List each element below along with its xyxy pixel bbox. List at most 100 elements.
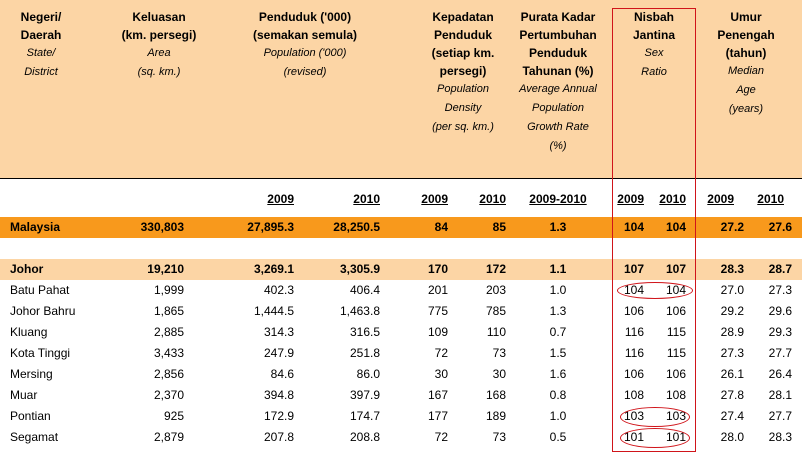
cell-age2010: 27.7 — [768, 346, 792, 360]
cell-den2009: 775 — [427, 304, 448, 318]
cell-age2010: 27.3 — [768, 283, 792, 297]
year-label: 2009-2010 — [529, 192, 587, 206]
cell-sr2010: 115 — [666, 325, 686, 339]
header-area: Keluasan (km. persegi) Area (sq. km.) — [121, 10, 197, 78]
header-state: Negeri/ Daerah State/ District — [20, 10, 62, 78]
cell-pop2010: 316.5 — [349, 325, 380, 339]
cell-sr2009: 116 — [624, 325, 644, 339]
cell-den2009: 84 — [434, 220, 448, 234]
highlight-oval-batu-pahat — [617, 282, 693, 299]
cell-name: Malaysia — [10, 220, 61, 234]
cell-age2009: 27.8 — [720, 388, 744, 402]
cell-den2009: 109 — [427, 325, 448, 339]
year-label: 2010 — [757, 192, 784, 206]
cell-den2009: 30 — [434, 367, 448, 381]
cell-growth: 1.3 — [549, 304, 567, 318]
cell-sr2010: 108 — [665, 388, 686, 402]
cell-pop2010: 174.7 — [349, 409, 380, 423]
cell-area: 2,856 — [153, 367, 184, 381]
cell-area: 2,885 — [153, 325, 184, 339]
cell-sr2009: 106 — [623, 367, 644, 381]
cell-age2009: 27.3 — [720, 346, 744, 360]
cell-area: 330,803 — [140, 220, 184, 234]
cell-area: 925 — [163, 409, 184, 423]
year-label: 2010 — [353, 192, 380, 206]
table-row: Batu Pahat 1,999 402.3 406.4 201 203 1.0… — [0, 280, 802, 301]
cell-den2010: 30 — [492, 367, 506, 381]
cell-age2009: 27.0 — [720, 283, 744, 297]
cell-sr2009: 107 — [623, 262, 644, 276]
cell-name: Muar — [10, 388, 38, 402]
cell-area: 19,210 — [147, 262, 184, 276]
cell-sr2010: 106 — [665, 304, 686, 318]
cell-age2010: 28.7 — [768, 262, 792, 276]
header-growth: Purata Kadar Pertumbuhan Penduduk Tahuna… — [519, 10, 597, 152]
cell-age2010: 29.3 — [768, 325, 792, 339]
year-label: 2009 — [421, 192, 448, 206]
cell-area: 1,999 — [153, 283, 184, 297]
cell-area: 1,865 — [153, 304, 184, 318]
cell-den2010: 168 — [485, 388, 506, 402]
cell-den2010: 110 — [486, 325, 506, 339]
cell-sr2009: 104 — [623, 220, 644, 234]
cell-den2010: 203 — [485, 283, 506, 297]
cell-pop2010: 1,463.8 — [339, 304, 380, 318]
cell-area: 2,370 — [153, 388, 184, 402]
cell-den2010: 785 — [485, 304, 506, 318]
cell-name: Kota Tinggi — [10, 346, 71, 360]
cell-age2009: 26.1 — [720, 367, 744, 381]
cell-den2009: 177 — [427, 409, 448, 423]
year-label: 2009 — [267, 192, 294, 206]
cell-growth: 1.0 — [549, 409, 567, 423]
cell-pop2009: 3,269.1 — [253, 262, 294, 276]
cell-pop2010: 251.8 — [349, 346, 380, 360]
cell-pop2009: 84.6 — [270, 367, 294, 381]
cell-den2010: 73 — [492, 430, 506, 444]
cell-growth: 1.1 — [549, 262, 567, 276]
cell-pop2009: 207.8 — [263, 430, 294, 444]
cell-growth: 0.5 — [549, 430, 567, 444]
cell-pop2010: 397.9 — [349, 388, 380, 402]
cell-pop2009: 314.3 — [263, 325, 294, 339]
header-density: Kepadatan Penduduk (setiap km. persegi) … — [431, 10, 495, 133]
header-population: Penduduk ('000) (semakan semula) Populat… — [252, 10, 358, 78]
cell-growth: 0.8 — [549, 388, 567, 402]
cell-den2010: 73 — [492, 346, 506, 360]
cell-age2009: 28.9 — [720, 325, 744, 339]
cell-pop2010: 3,305.9 — [339, 262, 380, 276]
cell-age2009: 27.4 — [720, 409, 744, 423]
cell-den2009: 170 — [427, 262, 448, 276]
cell-growth: 0.7 — [549, 325, 567, 339]
header-median-age: Umur Penengah (tahun) Median Age (years) — [717, 10, 775, 115]
cell-pop2009: 394.8 — [263, 388, 294, 402]
cell-name: Batu Pahat — [10, 283, 70, 297]
year-label: 2009 — [617, 192, 644, 206]
cell-age2009: 28.3 — [720, 262, 744, 276]
cell-growth: 1.3 — [549, 220, 567, 234]
cell-growth: 1.5 — [549, 346, 567, 360]
cell-pop2010: 406.4 — [349, 283, 380, 297]
cell-age2010: 27.6 — [768, 220, 792, 234]
cell-age2010: 27.7 — [768, 409, 792, 423]
cell-pop2010: 208.8 — [349, 430, 380, 444]
cell-sr2010: 107 — [665, 262, 686, 276]
cell-sr2009: 106 — [623, 304, 644, 318]
year-label: 2009 — [707, 192, 734, 206]
cell-sr2009: 116 — [624, 346, 644, 360]
cell-name: Kluang — [10, 325, 48, 339]
table-row: Kluang 2,885 314.3 316.5 109 110 0.7 116… — [0, 322, 802, 343]
year-label: 2010 — [659, 192, 686, 206]
table-row: Kota Tinggi 3,433 247.9 251.8 72 73 1.5 … — [0, 343, 802, 364]
cell-den2010: 189 — [485, 409, 506, 423]
cell-pop2009: 27,895.3 — [247, 220, 294, 234]
cell-age2009: 29.2 — [720, 304, 744, 318]
cell-sr2010: 104 — [665, 220, 686, 234]
cell-den2009: 72 — [434, 346, 448, 360]
header-divider — [0, 178, 802, 179]
cell-area: 3,433 — [153, 346, 184, 360]
cell-age2010: 28.1 — [768, 388, 792, 402]
cell-growth: 1.6 — [549, 367, 567, 381]
year-label: 2010 — [479, 192, 506, 206]
highlight-oval-pontian — [620, 407, 690, 427]
header-sex-ratio: Nisbah Jantina Sex Ratio — [632, 10, 675, 78]
